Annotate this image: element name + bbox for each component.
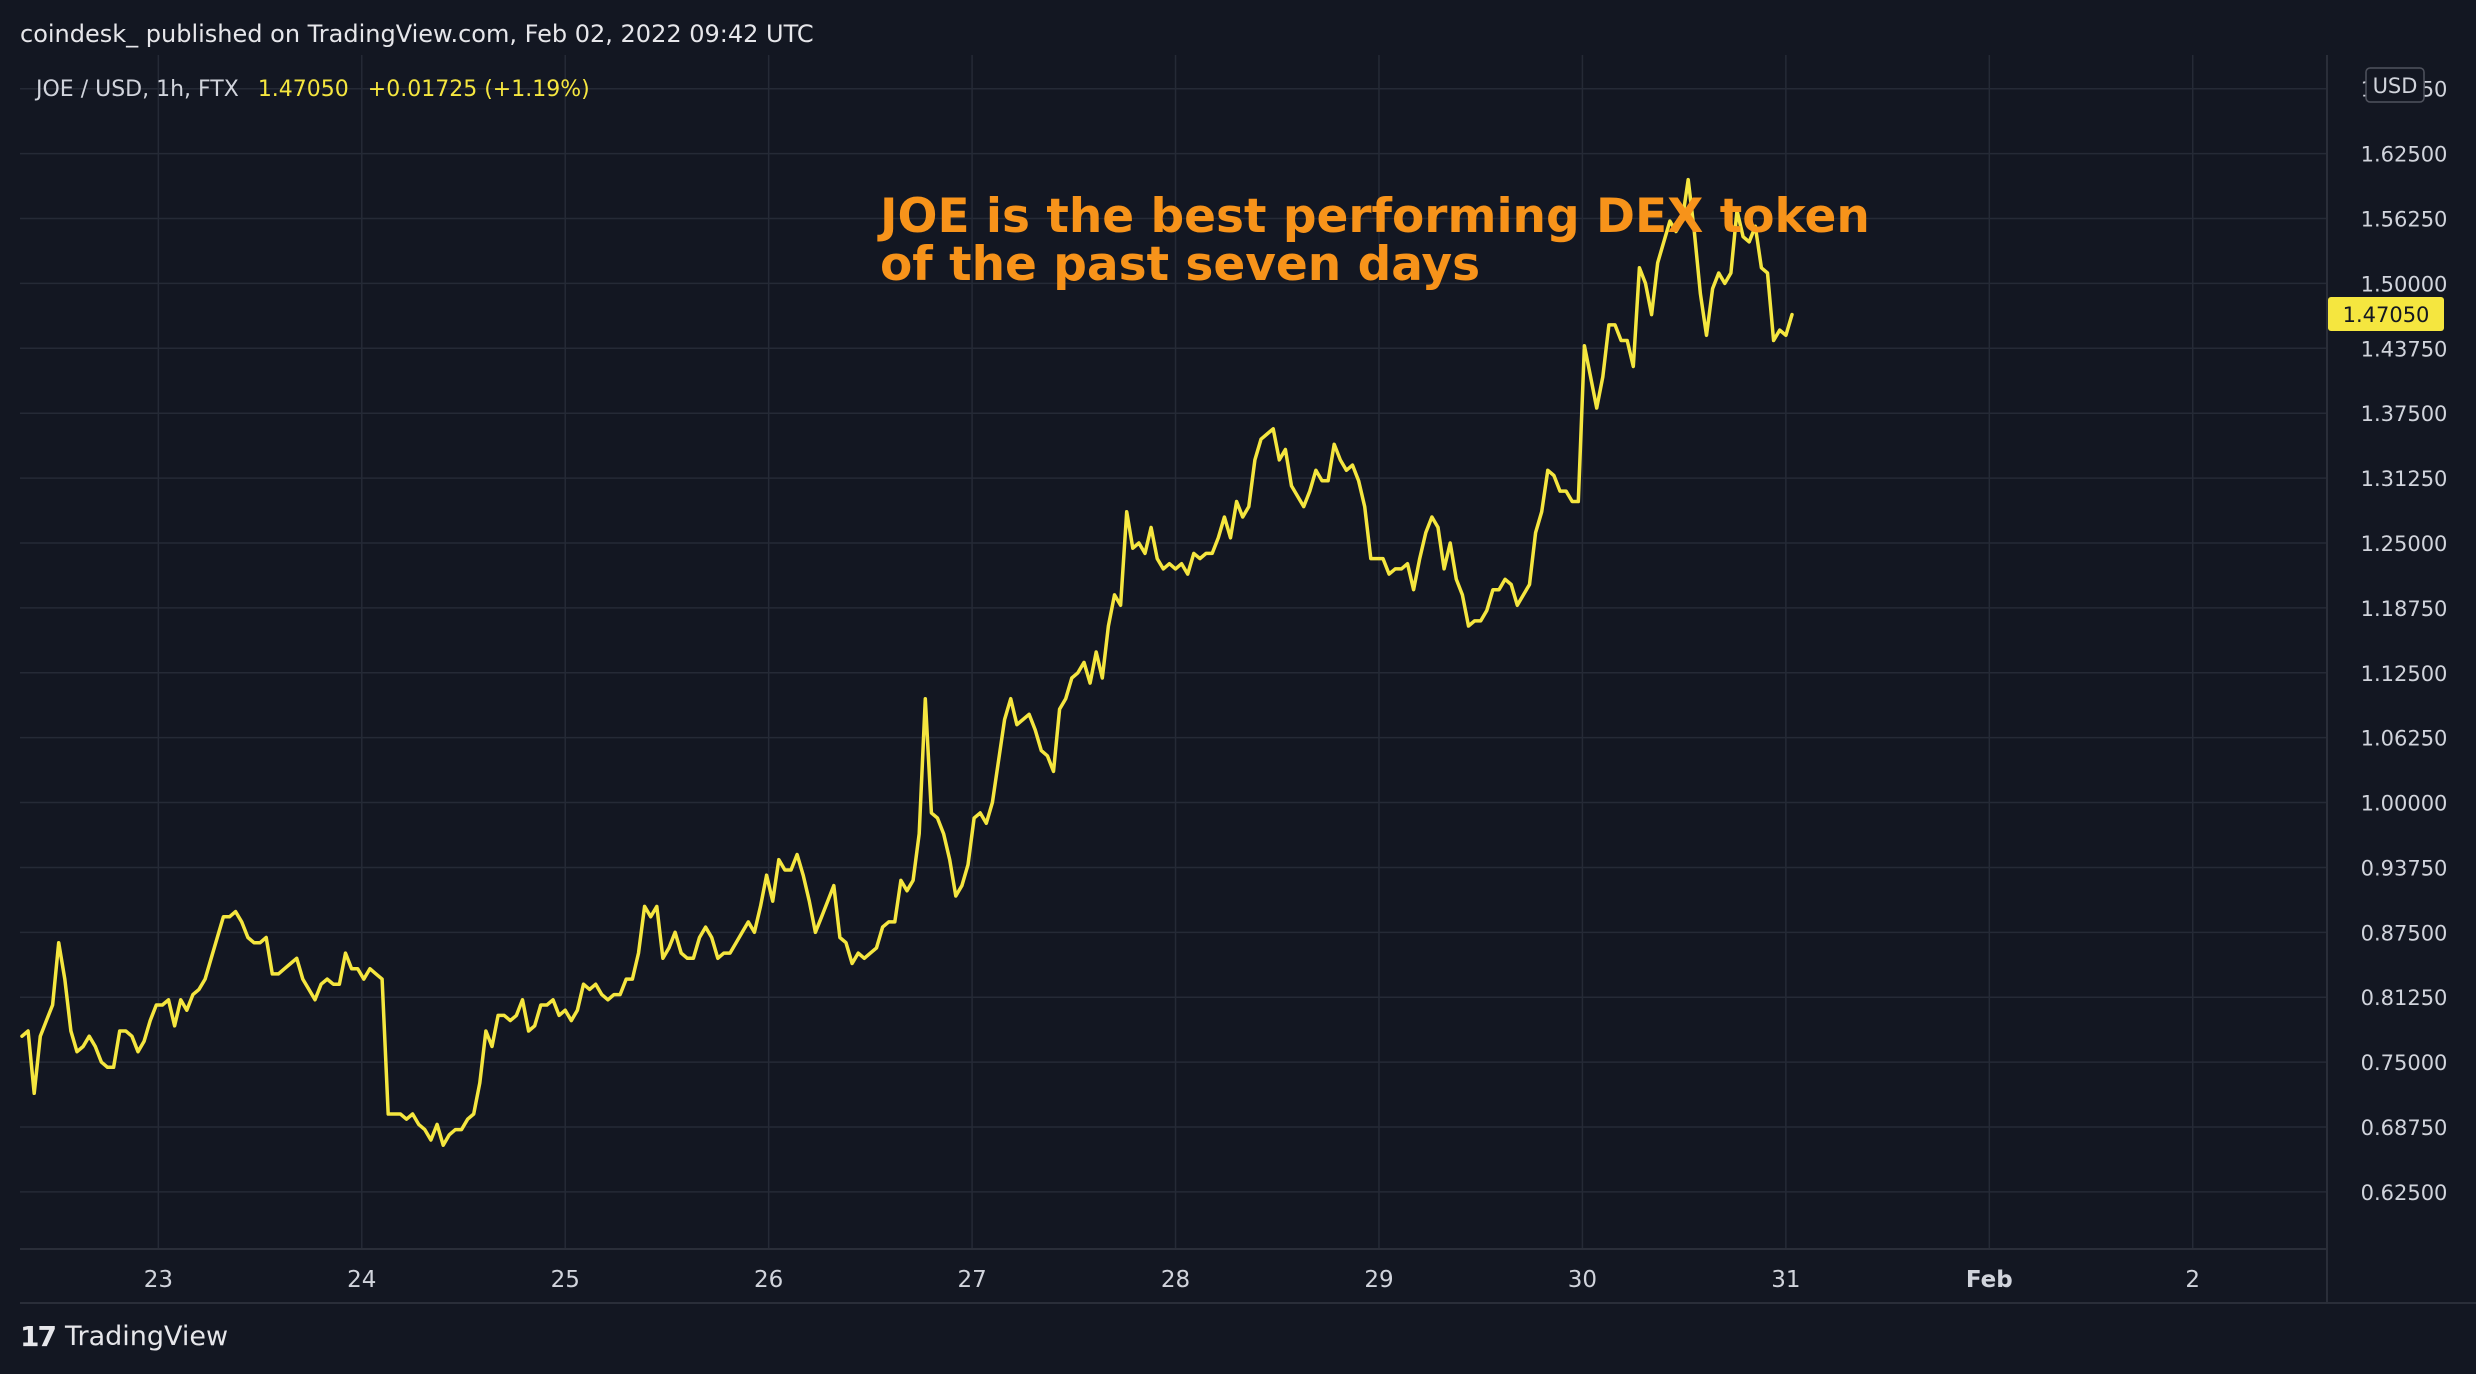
x-tick-label: 27 [957, 1267, 986, 1293]
y-tick-label: 1.43750 [2361, 337, 2448, 361]
y-tick-label: 0.62500 [2361, 1181, 2448, 1205]
y-tick-label: 0.75000 [2361, 1051, 2448, 1075]
tradingview-brand: TradingView [64, 1320, 229, 1352]
time-axis[interactable]: 23 24 25 26 27 28 29 30 31 Feb 2 [144, 1267, 2200, 1293]
tradingview-footer[interactable]: 17 TradingView [20, 1316, 228, 1356]
price-axis[interactable]: 0.62500 0.68750 0.75000 0.81250 0.87500 0.937… [2361, 78, 2448, 1205]
chart-annotation: JOE is the best performing DEX token of … [877, 189, 1886, 292]
x-tick-label: 24 [347, 1267, 376, 1293]
symbol-name: JOE / USD, 1h, FTX [34, 77, 239, 102]
currency-badge[interactable]: USD [2373, 74, 2418, 98]
y-tick-label: 0.81250 [2361, 986, 2448, 1010]
y-tick-label: 1.06250 [2361, 727, 2448, 751]
chart-grid [20, 55, 2327, 1249]
y-tick-label: 1.25000 [2361, 532, 2448, 556]
x-tick-label: Feb [1966, 1267, 2013, 1293]
symbol-change: +0.01725 (+1.19%) [368, 77, 590, 102]
symbol-last-price: 1.47050 [258, 77, 349, 102]
last-price-label-bg [2328, 297, 2444, 332]
y-tick-label: 1.37500 [2361, 402, 2448, 426]
y-tick-label: 1.62500 [2361, 143, 2448, 167]
y-tick-label: 0.93750 [2361, 856, 2448, 880]
y-tick-label: 1.12500 [2361, 662, 2448, 686]
x-tick-label: 31 [1771, 1267, 1800, 1293]
annotation-line-2: of the past seven days [880, 237, 1480, 292]
x-tick-label: 25 [551, 1267, 580, 1293]
y-tick-label: 1.50000 [2361, 272, 2448, 296]
price-axis-panel [2327, 55, 2476, 1304]
y-tick-label: 0.87500 [2361, 921, 2448, 945]
annotation-line-1: JOE is the best performing DEX token [877, 189, 1870, 244]
symbol-label[interactable]: JOE / USD, 1h, FTX 1.47050 +0.01725 (+1.… [34, 77, 590, 102]
y-tick-label: 1.18750 [2361, 597, 2448, 621]
price-points [20, 178, 1794, 1148]
tradingview-logo-icon: 17 [20, 1319, 57, 1353]
price-line [20, 177, 1794, 1147]
y-tick-label: 1.31250 [2361, 467, 2448, 491]
x-tick-label: 23 [144, 1267, 173, 1293]
x-tick-label: 2 [2185, 1267, 2200, 1293]
last-price-label: 1.47050 [2343, 303, 2430, 327]
publisher-header: coindesk_ published on TradingView.com, … [20, 20, 814, 48]
y-tick-label: 0.68750 [2361, 1116, 2448, 1140]
x-tick-label: 28 [1161, 1267, 1190, 1293]
y-tick-label: 1.56250 [2361, 208, 2448, 232]
currency-badge-bg [2365, 67, 2425, 103]
x-tick-label: 29 [1364, 1267, 1393, 1293]
x-tick-label: 26 [754, 1267, 783, 1293]
x-tick-label: 30 [1568, 1267, 1597, 1293]
y-tick-label: 1.00000 [2361, 792, 2448, 816]
